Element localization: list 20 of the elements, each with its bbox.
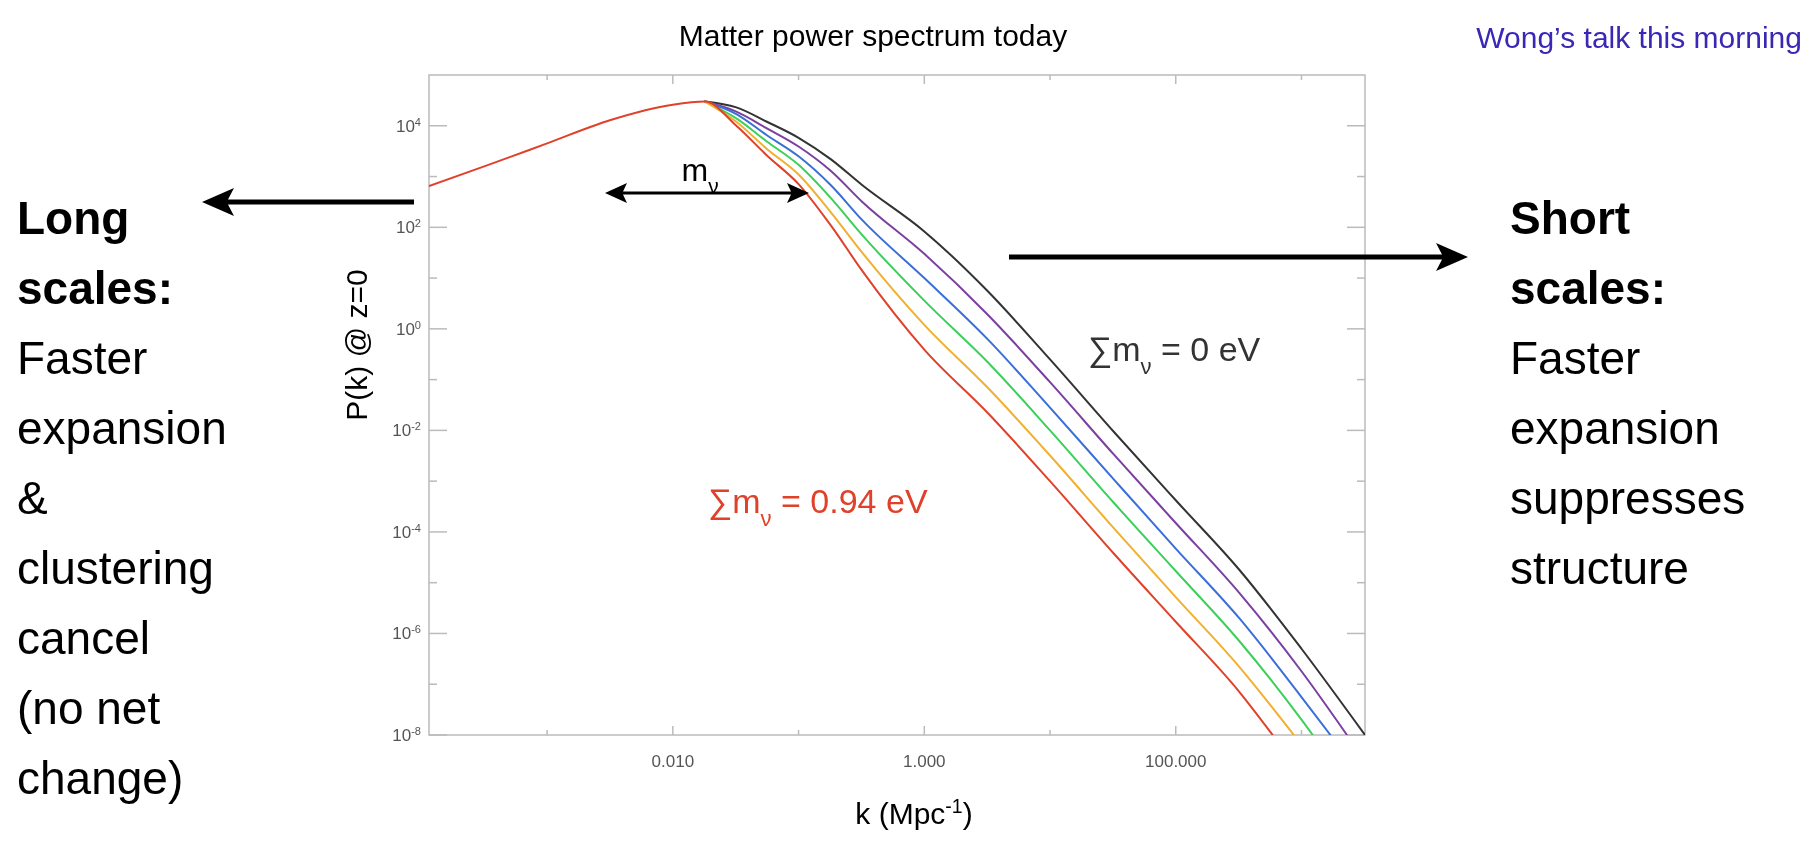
annotation: ∑m$_{ν}$ = 0.94 eV [708, 482, 928, 531]
text: Short scales: [1510, 192, 1667, 314]
x-tick-label: 0.010 [651, 752, 695, 771]
x-tick-label: 100.000 [1145, 752, 1207, 771]
text: Wong’s talk this morning [1476, 21, 1802, 54]
annotation: ∑m$_{ν}$ = 0 eV [1088, 330, 1261, 379]
y-axis-title: P(k) @ z=0 [340, 269, 373, 421]
x-tick-label: 1.000 [903, 752, 946, 771]
y-tick-label: 10$^{0}$ [395, 318, 421, 339]
text: Faster expansion & clustering cancel (no net change) [17, 332, 227, 804]
x-axis-title: k (Mpc$^{-1}$) [855, 795, 973, 830]
chart-title: Matter power spectrum today [678, 19, 1068, 52]
text: Faster expansion suppresses structure [1510, 332, 1746, 594]
y-tick-label: 10$^{2}$ [395, 217, 421, 238]
y-tick-label: 10$^{-8}$ [392, 725, 421, 745]
y-tick-label: 10$^{4}$ [395, 115, 421, 136]
y-tick-label: 10$^{-6}$ [392, 623, 421, 644]
y-tick-label: 10$^{-2}$ [392, 420, 421, 441]
text: Long scales: [17, 192, 174, 314]
y-tick-label: 10$^{-4}$ [392, 521, 421, 542]
